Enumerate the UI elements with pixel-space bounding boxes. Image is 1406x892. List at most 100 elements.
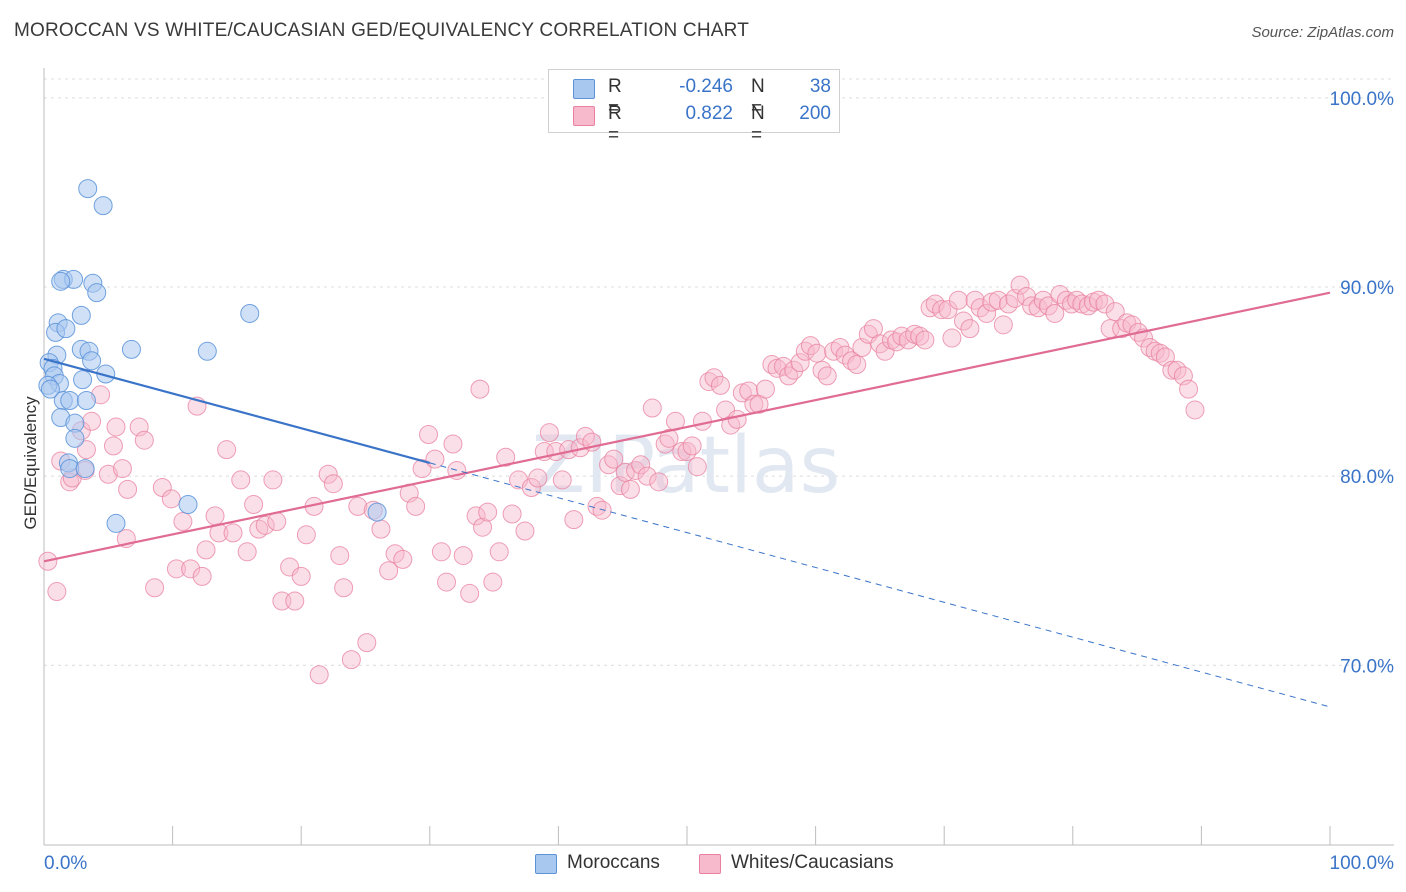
white-point <box>237 542 257 562</box>
white-point <box>812 360 832 380</box>
white-point <box>755 379 775 399</box>
moroccan-point <box>65 428 85 448</box>
white-point <box>982 292 1002 312</box>
moroccan-point <box>73 370 93 390</box>
bottom-legend-swatch-moroccans <box>535 854 557 874</box>
white-point <box>379 561 399 581</box>
tick-labels: 70.0% 80.0% 90.0% 100.0% 0.0% 100.0% <box>44 89 1394 874</box>
white-point <box>1105 302 1125 322</box>
white-point <box>642 398 662 418</box>
bottom-legend-swatch-whites <box>699 854 721 874</box>
white-point <box>483 572 503 592</box>
legend-swatch-whites <box>573 106 595 126</box>
white-point <box>496 447 516 467</box>
legend-n-value: 200 <box>799 103 831 124</box>
moroccan-point <box>60 390 80 410</box>
white-point <box>205 506 225 526</box>
stats-legend: R = -0.246 N = 38 R = 0.822 N = 200 <box>548 69 840 146</box>
white-point <box>784 360 804 380</box>
white-point <box>1185 400 1205 420</box>
white-point <box>659 428 679 448</box>
white-point <box>842 351 862 371</box>
white-point <box>988 290 1008 310</box>
watermark: ZIPatlas <box>532 421 840 511</box>
moroccan-point <box>87 283 107 303</box>
source-credit: Source: ZipAtlas.com <box>1251 24 1394 41</box>
bottom-legend-label-moroccans: Moroccans <box>567 852 660 873</box>
white-point <box>528 468 548 488</box>
white-point <box>82 411 102 431</box>
white-point <box>1022 296 1042 316</box>
white-point <box>672 442 692 462</box>
legend-n-value: 38 <box>809 76 831 97</box>
white-point <box>249 519 269 539</box>
white-point <box>604 449 624 469</box>
white-point <box>112 459 132 479</box>
white-point <box>255 515 275 535</box>
legend-swatch-moroccans <box>573 79 595 99</box>
white-point <box>196 540 216 560</box>
moroccan-point <box>40 379 60 399</box>
moroccan-point <box>178 495 198 515</box>
white-point <box>800 336 820 356</box>
white-point <box>431 542 451 562</box>
white-point <box>1078 296 1098 316</box>
y-axis-label: GED/Equivalency <box>21 396 40 530</box>
white-point <box>552 470 572 490</box>
trend-lines <box>43 291 1331 708</box>
white-point <box>932 300 952 320</box>
white-point <box>217 440 237 460</box>
white-point <box>1179 379 1199 399</box>
white-point <box>762 355 782 375</box>
bottom-legend-label-whites: Whites/Caucasians <box>731 852 894 873</box>
white-point <box>767 358 787 378</box>
white-point <box>620 479 640 499</box>
white-point <box>960 319 980 339</box>
white-point <box>1056 290 1076 310</box>
white-point <box>371 519 391 539</box>
white-point <box>166 559 186 579</box>
white-point <box>847 355 867 375</box>
white-point <box>592 500 612 520</box>
white-point <box>106 417 126 437</box>
moroccan-point <box>78 179 98 199</box>
moroccan-point <box>76 390 96 410</box>
moroccan-point <box>51 271 71 291</box>
legend-r-value: 0.822 <box>685 103 733 124</box>
white-point <box>291 566 311 586</box>
white-point <box>515 521 535 541</box>
white-point <box>103 436 123 456</box>
white-point <box>915 330 935 350</box>
white-point <box>655 434 675 454</box>
white-point <box>1162 360 1182 380</box>
moroccan-point <box>240 303 260 323</box>
y-tick-label: 90.0% <box>1340 278 1394 299</box>
white-point <box>393 549 413 569</box>
moroccan-trend-extension <box>429 462 1331 708</box>
white-point <box>795 341 815 361</box>
white-point <box>1150 343 1170 363</box>
white-point <box>318 464 338 484</box>
white-point <box>134 430 154 450</box>
white-point <box>977 303 997 323</box>
white-point <box>98 464 118 484</box>
white-point <box>309 665 329 685</box>
white-point <box>587 496 607 516</box>
white-point <box>699 372 719 392</box>
white-point <box>453 546 473 566</box>
white-point <box>231 470 251 490</box>
white-trend-line <box>43 291 1331 563</box>
white-point <box>687 457 707 477</box>
white-point <box>637 466 657 486</box>
white-point <box>118 479 138 499</box>
white-point <box>779 366 799 386</box>
white-point <box>1095 294 1115 314</box>
moroccan-point <box>106 513 126 533</box>
white-point <box>76 440 96 460</box>
white-point <box>732 383 752 403</box>
white-point <box>1067 290 1087 310</box>
white-point <box>564 510 584 530</box>
white-point <box>460 583 480 603</box>
white-point <box>489 542 509 562</box>
white-point <box>824 341 844 361</box>
